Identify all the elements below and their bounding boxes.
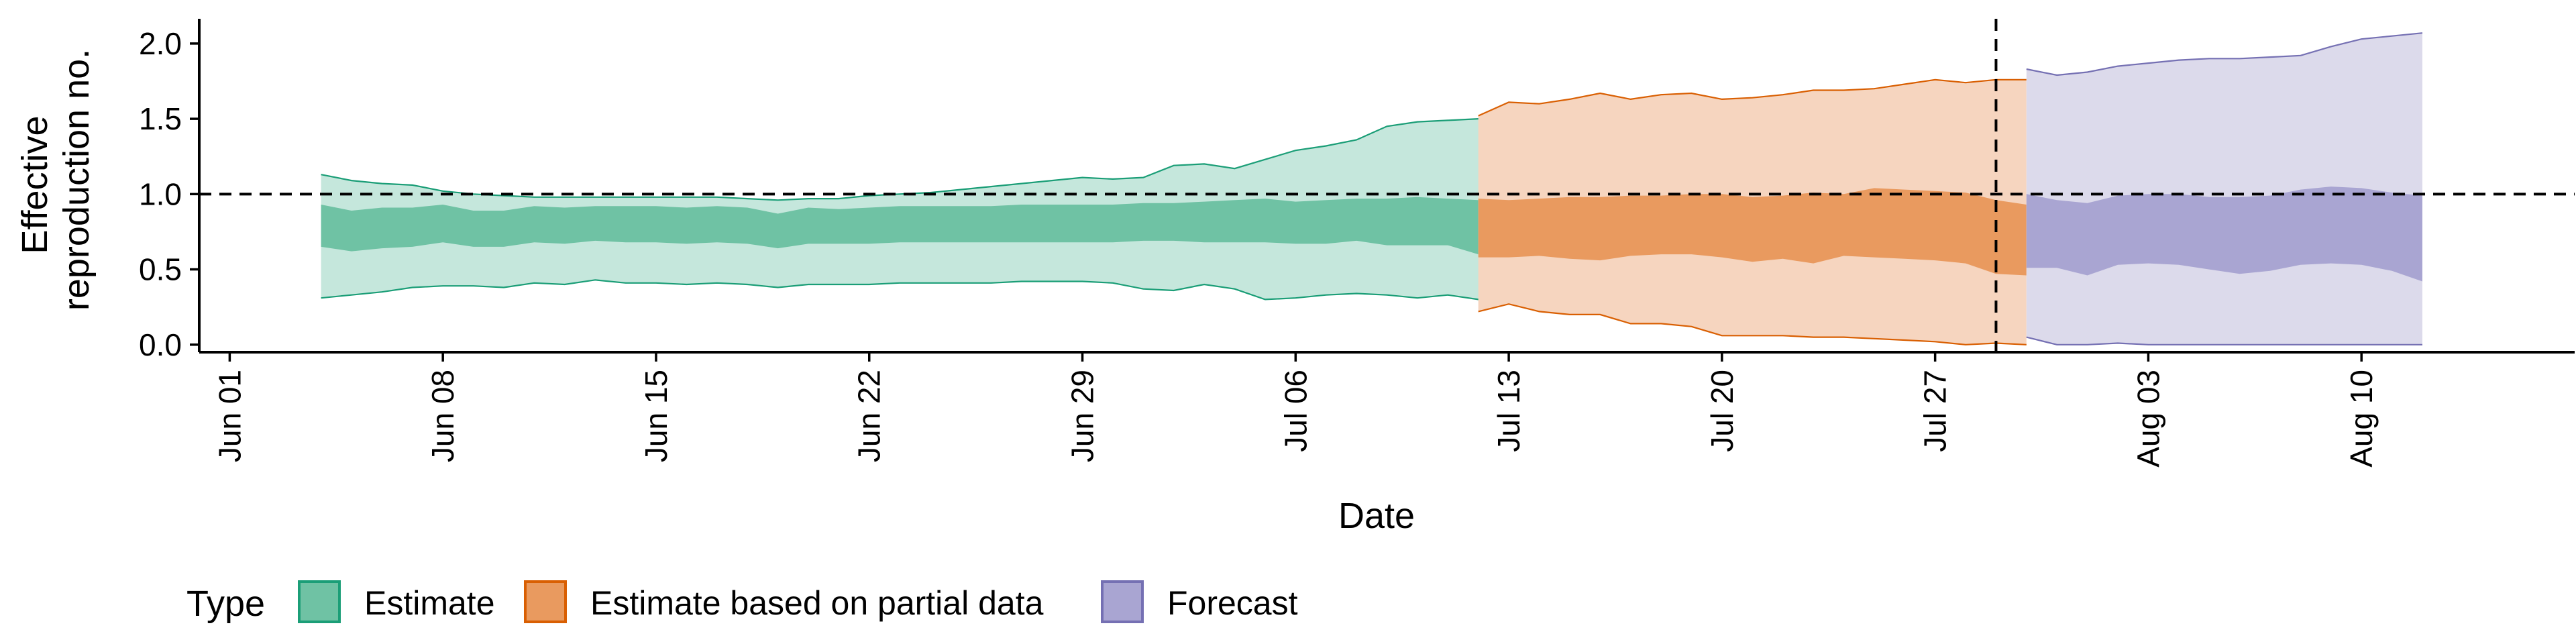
series-0-inner-ribbon (321, 197, 1509, 258)
series-1-inner-ribbon (1478, 188, 2027, 276)
x-tick-label: Jun 08 (425, 370, 460, 462)
y-tick-label: 0.0 (139, 327, 182, 362)
x-tick-label: Jun 29 (1065, 370, 1100, 462)
reference-lines (199, 19, 2575, 352)
x-tick-label: Aug 10 (2344, 370, 2379, 468)
x-tick-label: Jul 13 (1491, 370, 1526, 452)
x-axis-title: Date (1338, 496, 1415, 536)
x-tick-label: Jul 20 (1705, 370, 1739, 452)
y-axis-title: Effective reproduction no. (15, 49, 97, 311)
legend-swatch-forecast (1101, 580, 1144, 623)
legend-label-forecast: Forecast (1167, 584, 1298, 622)
legend-swatch-estimate (298, 580, 341, 623)
series-1-lower-edge (1478, 303, 2027, 345)
axes (190, 19, 2575, 362)
series-2-upper-edge (2026, 32, 2423, 76)
x-tick-label: Jun 01 (212, 370, 247, 462)
tick-labels: 0.0 0.5 1.0 1.5 2.0 Jun 01 Jun 08 Jun 15 Jun 22 J… (139, 26, 2379, 468)
x-tick-label: Jun 22 (852, 370, 887, 462)
series-1-upper-edge (1478, 78, 2027, 117)
series-0 (321, 118, 1509, 305)
legend-label-partial: Estimate based on partial data (590, 584, 1044, 622)
x-tick-label: Aug 03 (2131, 370, 2165, 468)
x-tick-label: Jul 27 (1918, 370, 1953, 452)
legend-label-estimate: Estimate (364, 584, 495, 622)
series-2-inner-ribbon (2026, 186, 2422, 282)
x-tick-label: Jul 06 (1278, 370, 1313, 452)
legend-title: Type (186, 584, 265, 624)
y-tick-label: 1.0 (139, 176, 182, 211)
y-tick-label: 0.5 (139, 252, 182, 287)
series-2 (2026, 32, 2423, 345)
series-1 (1478, 78, 2027, 345)
y-axis-title-line-1: Effective (15, 115, 55, 254)
y-tick-label: 1.5 (139, 101, 182, 136)
legend: Type Estimate Estimate based on partial … (186, 580, 1298, 624)
x-tick-label: Jun 15 (639, 370, 674, 462)
series-2-outer-ribbon (2026, 33, 2422, 345)
y-axis-title-line-2: reproduction no. (56, 49, 97, 311)
y-tick-label: 2.0 (139, 26, 182, 61)
series-2-lower-edge (2026, 336, 2422, 345)
series-layer (321, 32, 2423, 345)
series-0-lower-edge (321, 279, 1509, 305)
legend-swatch-partial (524, 580, 567, 623)
